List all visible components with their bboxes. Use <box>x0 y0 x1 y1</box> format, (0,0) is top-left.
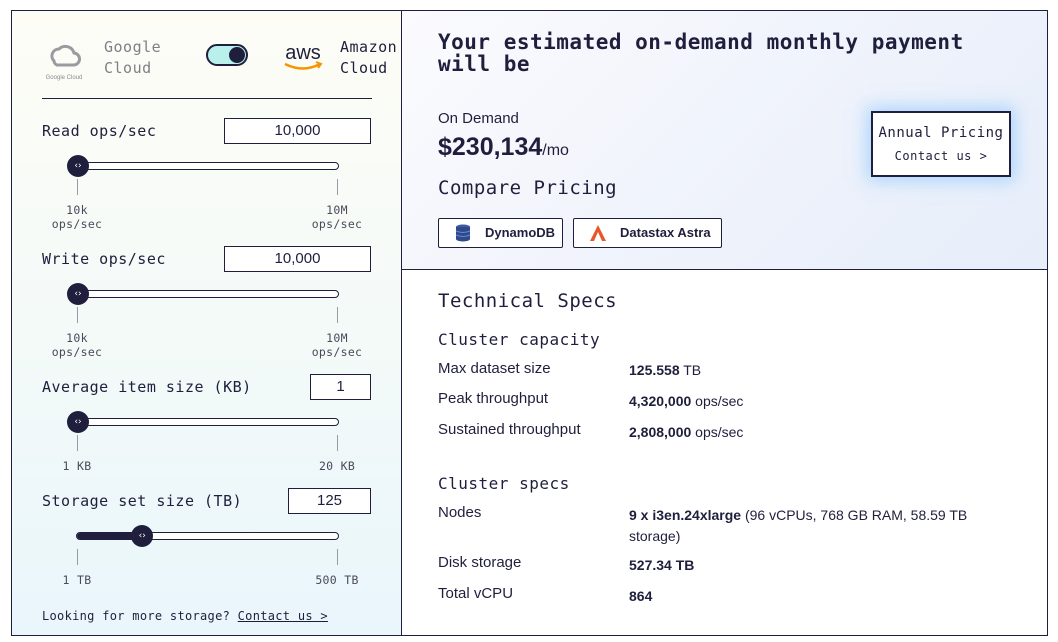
write-ops-slider-track[interactable] <box>76 290 339 298</box>
more-storage-note: Looking for more storage? Contact us > <box>42 609 328 623</box>
monthly-price: $230,134/mo <box>438 133 569 161</box>
estimate-title: Your estimated on-demand monthly payment… <box>438 30 964 76</box>
write-ops-min-label: 10k ops/sec <box>51 331 103 359</box>
tick <box>77 549 78 565</box>
toggle-knob <box>229 47 245 63</box>
read-ops-label: Read ops/sec <box>42 122 157 140</box>
spec-key: Sustained throughput <box>438 421 581 438</box>
write-ops-label: Write ops/sec <box>42 250 166 268</box>
storage-size-slider-track[interactable] <box>76 532 339 540</box>
annual-contact-link[interactable]: Contact us > <box>894 149 988 163</box>
results-panel: Your estimated on-demand monthly payment… <box>401 10 1048 636</box>
spec-value: 9 x i3en.24xlarge (96 vCPUs, 768 GB RAM,… <box>629 507 968 544</box>
spec-key: Max dataset size <box>438 360 551 377</box>
storage-size-min-label: 1 TB <box>62 573 92 587</box>
annual-pricing-title: Annual Pricing <box>878 125 1004 141</box>
google-cloud-logo-icon[interactable]: Google Cloud <box>42 37 86 81</box>
amazon-cloud-label[interactable]: Amazon Cloud <box>340 38 398 77</box>
cluster-capacity-title: Cluster capacity <box>438 330 601 349</box>
compare-pricing-title: Compare Pricing <box>438 177 618 199</box>
google-cloud-label[interactable]: Google Cloud <box>104 38 162 77</box>
spec-key: Peak throughput <box>438 390 549 407</box>
spec-value: 125.558 TB <box>629 362 702 378</box>
estimate-section: Your estimated on-demand monthly payment… <box>402 11 1047 270</box>
item-size-max-label: 20 KB <box>318 459 356 473</box>
compare-dynamodb-button[interactable]: DynamoDB <box>438 218 563 248</box>
aws-logo-icon[interactable]: aws <box>280 41 326 75</box>
write-ops-input[interactable]: 10,000 <box>224 246 371 272</box>
compare-astra-button[interactable]: Datastax Astra <box>573 218 722 248</box>
cloud-provider-toggle[interactable] <box>206 44 248 66</box>
read-ops-input[interactable]: 10,000 <box>224 118 371 144</box>
storage-size-slider-fill <box>77 533 142 539</box>
storage-size-input[interactable]: 125 <box>288 488 371 514</box>
item-size-slider-track[interactable] <box>76 418 339 426</box>
spec-key: Total vCPU <box>438 585 514 602</box>
item-size-min-label: 1 KB <box>62 459 92 473</box>
read-ops-min-label: 10k ops/sec <box>51 203 103 231</box>
read-ops-slider-thumb[interactable]: ‹› <box>67 155 89 177</box>
more-storage-contact-link[interactable]: Contact us > <box>237 609 328 623</box>
tick <box>337 435 338 451</box>
tick <box>77 307 78 323</box>
calculator-panel: Google Cloud Google Cloud aws Amazon Clo… <box>11 10 402 636</box>
divider <box>42 98 372 99</box>
spec-key: Nodes <box>438 504 482 521</box>
spec-value: 4,320,000 ops/sec <box>629 393 744 409</box>
write-ops-max-label: 10M ops/sec <box>311 331 363 359</box>
tick <box>77 179 78 195</box>
spec-value: 527.34 TB <box>629 557 695 573</box>
tick <box>337 179 338 195</box>
write-ops-slider-thumb[interactable]: ‹› <box>67 283 89 305</box>
spec-key: Disk storage <box>438 554 522 571</box>
dynamodb-icon <box>455 224 471 242</box>
tick <box>77 435 78 451</box>
on-demand-label: On Demand <box>438 110 519 127</box>
item-size-slider-thumb[interactable]: ‹› <box>67 411 89 433</box>
annual-pricing-card[interactable]: Annual Pricing Contact us > <box>871 111 1011 177</box>
spec-value: 864 <box>629 588 653 604</box>
read-ops-slider-track[interactable] <box>76 162 339 170</box>
item-size-label: Average item size (KB) <box>42 378 252 396</box>
technical-specs-title: Technical Specs <box>438 290 618 312</box>
astra-icon <box>590 225 606 241</box>
storage-size-max-label: 500 TB <box>315 573 359 587</box>
google-cloud-logo-text: Google Cloud <box>46 75 83 81</box>
cluster-specs-title: Cluster specs <box>438 474 570 493</box>
item-size-input[interactable]: 1 <box>310 374 371 400</box>
tick <box>337 549 338 565</box>
aws-logo-text: aws <box>285 42 321 64</box>
storage-size-slider-thumb[interactable]: ‹› <box>131 525 154 547</box>
read-ops-max-label: 10M ops/sec <box>311 203 363 231</box>
storage-size-label: Storage set size (TB) <box>42 492 243 510</box>
tick <box>337 307 338 323</box>
spec-value: 2,808,000 ops/sec <box>629 424 744 440</box>
